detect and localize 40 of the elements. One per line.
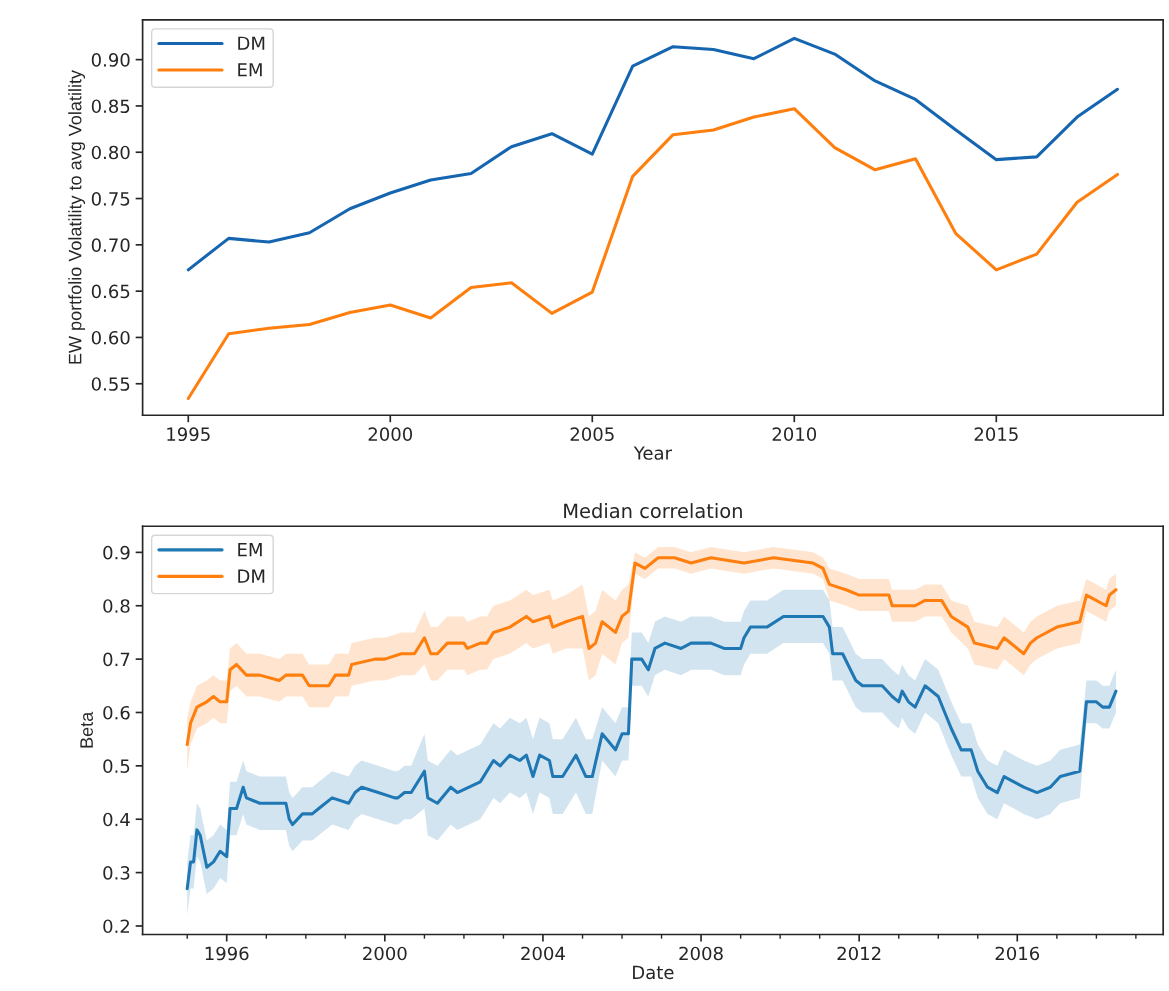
y-tick-label: 0.85: [91, 99, 130, 114]
line-series: [186, 36, 1120, 272]
y-tick-label: 0.6: [103, 705, 130, 720]
x-tick-label: 2000: [363, 946, 407, 961]
x-tick-label: 1996: [205, 946, 249, 961]
legend-label: EM: [238, 63, 262, 77]
x-tick-label: 2012: [837, 946, 881, 961]
y-tick-label: 0.4: [103, 812, 130, 827]
y-tick-label: 0.3: [103, 866, 130, 880]
y-tick-label: 0.90: [91, 53, 130, 67]
chart-title: Median correlation: [564, 503, 742, 519]
x-tick-label: 2005: [570, 427, 614, 442]
x-tick-label: 2004: [521, 946, 565, 961]
y-tick-label: 0.5: [103, 759, 130, 773]
y-tick-label: 0.7: [103, 652, 130, 667]
line-series: [185, 614, 1118, 891]
line-series: [186, 107, 1120, 401]
x-tick-label: 2010: [772, 427, 817, 442]
y-tick-label: 0.75: [91, 192, 130, 206]
x-axis-title: Date: [633, 965, 674, 980]
line-series: [185, 556, 1118, 747]
y-tick-label: 0.9: [103, 545, 130, 560]
y-tick-label: 0.2: [103, 919, 129, 934]
x-tick-label: 1995: [167, 427, 210, 442]
y-tick-label: 0.70: [91, 238, 130, 252]
y-axis-title: EW portfolio Volatility to avg Volatility: [68, 70, 86, 364]
x-axis-title: Year: [633, 446, 672, 460]
x-tick-label: 2016: [995, 946, 1040, 961]
y-axis-title: Beta: [80, 711, 93, 748]
y-tick-label: 0.80: [91, 145, 130, 160]
x-tick-label: 2015: [974, 427, 1018, 442]
legend-label: DM: [238, 569, 265, 583]
x-tick-label: 2000: [368, 427, 413, 442]
y-tick-label: 0.60: [91, 330, 130, 345]
y-tick-label: 0.65: [91, 284, 130, 299]
y-tick-label: 0.55: [91, 377, 130, 391]
y-tick-label: 0.8: [103, 599, 130, 613]
legend-label: DM: [238, 36, 265, 50]
legend-label: EM: [238, 543, 262, 557]
x-tick-label: 2008: [679, 946, 723, 961]
